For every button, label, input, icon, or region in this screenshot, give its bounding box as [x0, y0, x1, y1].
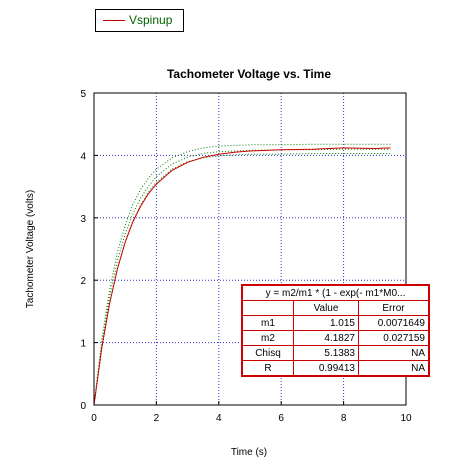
- fit-param-error: 0.027159: [358, 330, 430, 346]
- series-layer: [93, 143, 391, 406]
- legend-line-swatch: [103, 20, 125, 21]
- fit-param-name: R: [241, 360, 294, 377]
- fit-param-value: 5.1383: [293, 345, 359, 361]
- y-tick-label: 5: [80, 89, 86, 100]
- x-tick-label: 10: [400, 413, 412, 424]
- fit-results-table: y = m2/m1 * (1 - exp(- m1*M0... Value Er…: [241, 284, 430, 377]
- legend: Vspinup: [95, 9, 184, 32]
- x-tick-label: 6: [278, 413, 284, 424]
- fit-param-value: 4.1827: [293, 330, 359, 346]
- y-tick-label: 2: [80, 276, 86, 287]
- fit-header-row: Value Error: [241, 300, 430, 316]
- fit-header-error: Error: [358, 300, 430, 316]
- fit-param-error: 0.0071649: [358, 315, 430, 331]
- series-line-measured: [93, 143, 391, 406]
- fit-row-chisq: Chisq 5.1383 NA: [241, 345, 430, 361]
- x-tick-label: 4: [216, 413, 222, 424]
- fit-row-m2: m2 4.1827 0.027159: [241, 330, 430, 346]
- fit-param-error: NA: [358, 360, 430, 377]
- series-line-measured: [93, 148, 391, 406]
- y-tick-label: 0: [80, 401, 86, 412]
- y-tick-label: 4: [80, 151, 86, 162]
- axis-ticks: 0 2 4 6 8 10 0 1 2 3 4 5: [80, 89, 412, 424]
- fit-param-name: m1: [241, 315, 294, 331]
- fit-equation-row: y = m2/m1 * (1 - exp(- m1*M0...: [241, 284, 430, 301]
- fit-header-blank: [241, 300, 294, 316]
- plot-frame: [93, 92, 407, 406]
- fit-param-error: NA: [358, 345, 430, 361]
- fit-row-m1: m1 1.015 0.0071649: [241, 315, 430, 331]
- x-axis-label: Time (s): [231, 447, 267, 458]
- y-tick-label: 1: [80, 339, 86, 350]
- y-axis-label: Tachometer Voltage (volts): [25, 190, 36, 308]
- fit-param-value: 1.015: [293, 315, 359, 331]
- x-tick-label: 2: [154, 413, 160, 424]
- x-tick-label: 8: [341, 413, 347, 424]
- legend-label: Vspinup: [129, 13, 173, 27]
- fit-param-value: 0.99413: [293, 360, 359, 377]
- x-tick-label: 0: [91, 413, 97, 424]
- fit-row-r: R 0.99413 NA: [241, 360, 430, 377]
- chart-title: Tachometer Voltage vs. Time: [167, 67, 331, 81]
- series-line-fit: [93, 147, 391, 406]
- y-tick-label: 3: [80, 214, 86, 225]
- fit-param-name: m2: [241, 330, 294, 346]
- fit-equation: y = m2/m1 * (1 - exp(- m1*M0...: [241, 284, 430, 301]
- fit-param-name: Chisq: [241, 345, 294, 361]
- fit-header-value: Value: [293, 300, 359, 316]
